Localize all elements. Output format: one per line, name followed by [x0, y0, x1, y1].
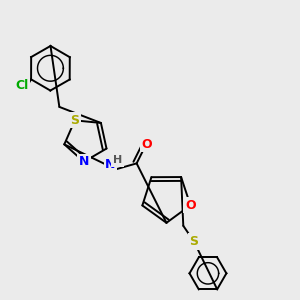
Text: N: N: [79, 155, 89, 168]
Text: Cl: Cl: [15, 79, 28, 92]
Text: O: O: [142, 138, 152, 151]
Text: O: O: [185, 199, 196, 212]
Text: S: S: [190, 235, 199, 248]
Text: S: S: [70, 114, 79, 127]
Text: H: H: [113, 155, 122, 165]
Text: N: N: [105, 158, 116, 171]
